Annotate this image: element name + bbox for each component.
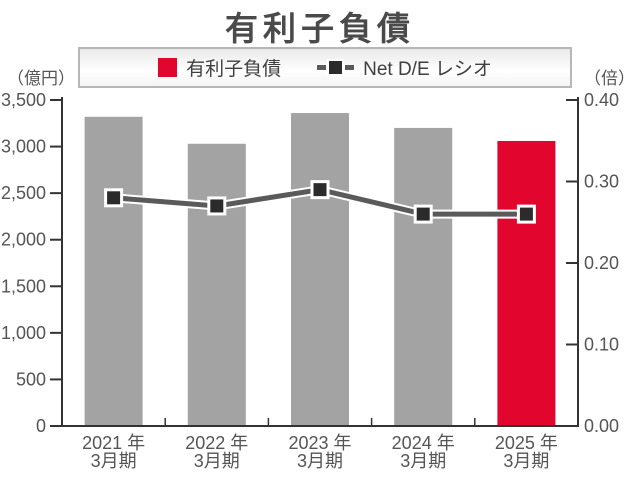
net-de-marker-3 — [310, 180, 330, 200]
legend-net-de-label: Net D/E レシオ — [363, 59, 492, 80]
legend: 有利子負債 Net D/E レシオ — [78, 47, 572, 88]
line-dash-icon — [345, 65, 355, 70]
left-axis-tick-label: 2,000 — [1, 230, 46, 250]
right-axis-tick-label: 0.10 — [584, 335, 619, 355]
left-axis-tick-label: 3,000 — [1, 137, 46, 157]
debt-bar-5 — [497, 140, 556, 427]
x-axis-category-label: 2021 年 — [82, 433, 145, 453]
right-axis-tick-label: 0.40 — [584, 90, 619, 110]
x-axis-category-label: 2022 年 — [185, 433, 248, 453]
debt-bar-swatch-icon — [158, 58, 178, 77]
line-dash-icon — [317, 65, 327, 70]
x-axis-category-label: 2023 年 — [288, 433, 351, 453]
left-axis-tick-label: 0 — [36, 416, 46, 436]
net-de-marker-2 — [207, 196, 227, 216]
legend-debt-label: 有利子負債 — [186, 59, 282, 80]
left-axis-unit-label: （億円） — [7, 69, 75, 88]
net-de-line-swatch-icon — [317, 59, 355, 76]
x-axis-category-label: 3月期 — [91, 451, 137, 471]
right-axis-tick-label: 0.30 — [584, 172, 619, 192]
x-axis-category-label: 3月期 — [503, 451, 549, 471]
net-de-marker-1 — [104, 188, 124, 208]
net-de-marker-4 — [413, 204, 433, 224]
x-axis-category-label: 3月期 — [297, 451, 343, 471]
left-axis-tick-label: 3,500 — [1, 90, 46, 110]
left-axis-tick-label: 500 — [16, 369, 46, 389]
debt-bar-4 — [394, 127, 453, 426]
left-axis-tick-label: 1,500 — [1, 276, 46, 296]
chart-title: 有利子負債 — [225, 10, 415, 47]
right-axis-tick-label: 0.00 — [584, 416, 619, 436]
legend-item-net-de: Net D/E レシオ — [317, 54, 492, 81]
line-marker-icon — [327, 59, 345, 76]
x-axis-category-label: 2024 年 — [392, 433, 455, 453]
left-axis-tick-label: 2,500 — [1, 183, 46, 203]
right-axis-unit-label: （倍） — [584, 69, 635, 88]
x-axis-category-label: 3月期 — [400, 451, 446, 471]
left-axis-tick-label: 1,000 — [1, 323, 46, 343]
debt-bar-1 — [84, 116, 143, 426]
debt-bar-3 — [291, 113, 349, 426]
debt-bar-2 — [187, 143, 246, 426]
x-axis-category-label: 3月期 — [194, 451, 240, 471]
legend-item-debt: 有利子負債 — [158, 54, 281, 81]
net-de-marker-5 — [516, 204, 536, 224]
right-axis-tick-label: 0.20 — [584, 253, 619, 273]
x-axis-category-label: 2025 年 — [495, 433, 558, 453]
